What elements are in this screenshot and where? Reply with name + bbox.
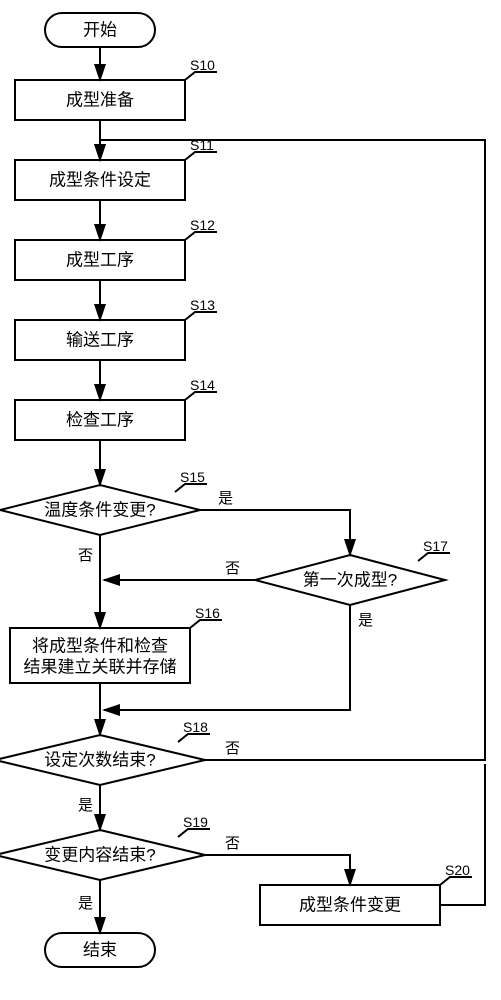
s11-label: 成型条件设定 xyxy=(49,170,151,189)
node-s14: 检查工序 S14 xyxy=(15,377,217,440)
s12-step: S12 xyxy=(190,217,215,233)
node-s13: 输送工序 S13 xyxy=(15,297,217,360)
node-s19: 变更内容结束? S19 xyxy=(0,814,210,880)
node-s20: 成型条件变更 S20 xyxy=(260,862,472,925)
s20-label: 成型条件变更 xyxy=(299,895,401,914)
node-s12: 成型工序 S12 xyxy=(15,217,217,280)
node-end: 结束 xyxy=(45,933,155,967)
edge-s20-loop xyxy=(440,764,485,905)
node-s16: 将成型条件和检查 结果建立关联并存储 S16 xyxy=(10,605,222,683)
node-s10: 成型准备 S10 xyxy=(15,57,217,120)
s16-label1: 将成型条件和检查 xyxy=(32,636,168,655)
edge-s18-yes-label: 是 xyxy=(78,797,93,814)
s20-step: S20 xyxy=(445,862,470,878)
edge-s19-yes-label: 是 xyxy=(78,895,93,912)
s10-label: 成型准备 xyxy=(66,90,134,109)
s12-label: 成型工序 xyxy=(66,250,134,269)
s17-label: 第一次成型? xyxy=(303,570,397,589)
s19-label: 变更内容结束? xyxy=(44,845,155,864)
s10-step: S10 xyxy=(190,57,215,73)
edge-s15-s17 xyxy=(200,510,350,555)
s14-label: 检查工序 xyxy=(66,410,134,429)
s16-step: S16 xyxy=(195,605,220,621)
s16-label2: 结果建立关联并存储 xyxy=(24,657,177,676)
s19-step: S19 xyxy=(183,814,208,830)
s17-step: S17 xyxy=(423,538,448,554)
s18-step: S18 xyxy=(183,719,208,735)
edge-s15-yes-label: 是 xyxy=(218,490,233,507)
start-label: 开始 xyxy=(83,20,117,39)
edge-s19-no-label: 否 xyxy=(225,835,240,852)
s13-step: S13 xyxy=(190,297,215,313)
node-s15: 温度条件变更? S15 xyxy=(0,469,207,535)
edge-s15-no-label: 否 xyxy=(78,547,93,564)
s15-label: 温度条件变更? xyxy=(44,500,155,519)
node-s17: 第一次成型? S17 xyxy=(255,538,450,605)
edge-s19-s20 xyxy=(205,855,350,885)
edge-s17-yes-label: 是 xyxy=(358,612,373,629)
edge-s18-no-label: 否 xyxy=(225,740,240,757)
edge-s17-no-label: 否 xyxy=(225,560,240,577)
s15-step: S15 xyxy=(180,469,205,485)
node-s11: 成型条件设定 S11 xyxy=(15,137,217,200)
end-label: 结束 xyxy=(83,940,117,959)
s14-step: S14 xyxy=(190,377,215,393)
s13-label: 输送工序 xyxy=(66,330,134,349)
s18-label: 设定次数结束? xyxy=(44,750,155,769)
node-s18: 设定次数结束? S18 xyxy=(0,719,210,785)
node-start: 开始 xyxy=(45,13,155,47)
